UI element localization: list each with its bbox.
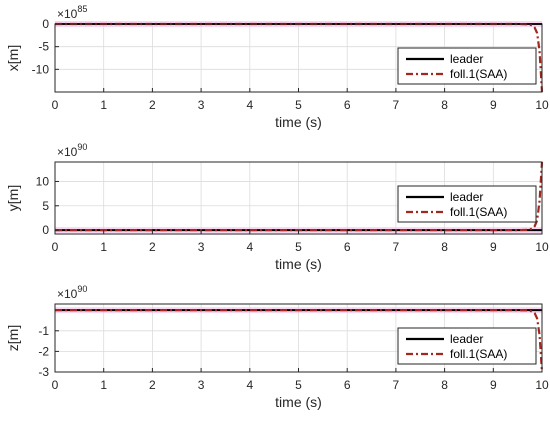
legend-entry-follower: foll.1(SAA) <box>450 67 507 81</box>
y-exponent-value: 90 <box>77 284 87 294</box>
x-tick-label: 4 <box>246 378 253 392</box>
legend-entry-follower: foll.1(SAA) <box>450 347 507 361</box>
series-line-follower <box>55 309 544 373</box>
y-tick-label: 5 <box>42 199 49 213</box>
x-tick-label: 10 <box>535 240 549 254</box>
x-tick-label: 5 <box>295 240 302 254</box>
y-tick-label: -2 <box>38 344 49 358</box>
x-tick-label: 9 <box>490 378 497 392</box>
x-tick-label: 3 <box>198 378 205 392</box>
y-tick-label: 10 <box>36 174 50 188</box>
y-tick-label: -5 <box>38 40 49 54</box>
x-axis-label: time (s) <box>275 114 322 130</box>
series-line-follower <box>55 161 544 232</box>
y-axis-label: z[m] <box>5 325 21 351</box>
y-axis-label: y[m] <box>5 185 21 211</box>
y-axis-label: x[m] <box>5 45 21 71</box>
x-tick-label: 1 <box>100 378 107 392</box>
x-tick-label: 1 <box>100 98 107 112</box>
x-tick-label: 0 <box>52 378 59 392</box>
x-tick-label: 8 <box>441 98 448 112</box>
x-tick-label: 9 <box>490 98 497 112</box>
x-tick-label: 2 <box>149 98 156 112</box>
subplot-zm: 0 1 2 3 4 5 6 7 8 9 10 -1 -2 -3 time (s) z[m] ×1090 leade… <box>5 284 549 410</box>
y-exponent-label: ×1090 <box>57 142 87 159</box>
x-tick-label: 8 <box>441 240 448 254</box>
legend-box <box>397 327 537 365</box>
x-tick-label: 4 <box>246 240 253 254</box>
x-tick-label: 7 <box>393 240 400 254</box>
x-tick-label: 3 <box>198 98 205 112</box>
x-tick-label: 3 <box>198 240 205 254</box>
legend-box <box>397 47 537 85</box>
legend-entry-follower: foll.1(SAA) <box>450 205 507 219</box>
x-tick-label: 7 <box>393 98 400 112</box>
x-tick-label: 5 <box>295 98 302 112</box>
x-axis-label: time (s) <box>275 394 322 410</box>
subplot-ym: 0 1 2 3 4 5 6 7 8 9 10 0 5 10 time (s) y[m] ×1090 leaderf… <box>5 142 549 272</box>
legend-entry-leader: leader <box>450 332 483 346</box>
subplot-xm: 0 1 2 3 4 5 6 7 8 9 10 0 -5 -10 time (s) x[m] ×1085 leade… <box>5 4 549 130</box>
y-tick-label: 0 <box>42 17 49 31</box>
x-tick-label: 6 <box>344 240 351 254</box>
y-exponent-label: ×1085 <box>57 4 87 21</box>
x-axis-label: time (s) <box>275 256 322 272</box>
y-exponent-label: ×1090 <box>57 284 87 301</box>
x-tick-label: 10 <box>535 378 549 392</box>
x-tick-label: 6 <box>344 98 351 112</box>
x-tick-label: 10 <box>535 98 549 112</box>
y-exponent-value: 90 <box>77 142 87 152</box>
x-tick-label: 4 <box>246 98 253 112</box>
y-exponent-value: 85 <box>77 4 87 14</box>
y-tick-label: -10 <box>32 62 50 76</box>
x-tick-label: 5 <box>295 378 302 392</box>
legend-entry-leader: leader <box>450 190 483 204</box>
x-tick-label: 1 <box>100 240 107 254</box>
legend-entry-leader: leader <box>450 52 483 66</box>
x-tick-label: 0 <box>52 240 59 254</box>
x-tick-label: 8 <box>441 378 448 392</box>
x-tick-label: 0 <box>52 98 59 112</box>
x-tick-label: 9 <box>490 240 497 254</box>
y-tick-label: 0 <box>42 223 49 237</box>
y-tick-label: -1 <box>38 324 49 338</box>
legend-box <box>397 185 537 223</box>
x-tick-label: 7 <box>393 378 400 392</box>
x-tick-label: 2 <box>149 378 156 392</box>
x-tick-label: 2 <box>149 240 156 254</box>
x-tick-label: 6 <box>344 378 351 392</box>
y-tick-label: -3 <box>38 365 49 379</box>
